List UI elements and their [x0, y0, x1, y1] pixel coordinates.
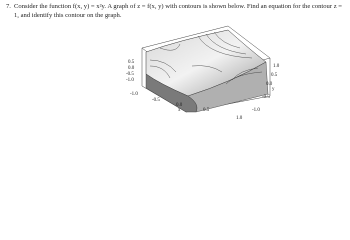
y-tick-label: 0.0 — [266, 82, 273, 87]
y-tick-label: 1.0 — [273, 64, 280, 69]
x-tick-label: 0.5 — [203, 108, 210, 113]
x-tick-label: -0.5 — [152, 98, 160, 103]
problem-text: Consider the function f(x, y) = x²y. A g… — [14, 3, 342, 19]
y-tick-label: 0.5 — [271, 73, 278, 78]
page: 7. Consider the function f(x, y) = x²y. … — [6, 3, 344, 121]
z-tick-label: 0.0 — [128, 66, 135, 71]
y-tick-label: -1.0 — [252, 108, 260, 113]
surface — [145, 29, 269, 113]
x-axis-label: x — [178, 108, 181, 113]
contours — [149, 31, 263, 85]
x-tick-label: 1.0 — [236, 116, 243, 121]
y-axis-label: y — [272, 87, 275, 92]
y-tick-label: -0.5 — [262, 95, 270, 100]
problem: 7. Consider the function f(x, y) = x²y. … — [6, 3, 344, 20]
surface-plot: 0.5 0.0 -0.5 -1.0 -1.0 -0.5 0.0 x 0.5 1.… — [126, 25, 280, 121]
z-tick-label: 0.5 — [128, 60, 135, 65]
z-tick-label: -0.5 — [126, 72, 134, 77]
x-tick-label: 0.0 — [176, 103, 183, 108]
problem-number: 7. — [6, 3, 11, 10]
z-tick-label: -1.0 — [126, 78, 134, 83]
x-tick-label: -1.0 — [130, 92, 138, 97]
